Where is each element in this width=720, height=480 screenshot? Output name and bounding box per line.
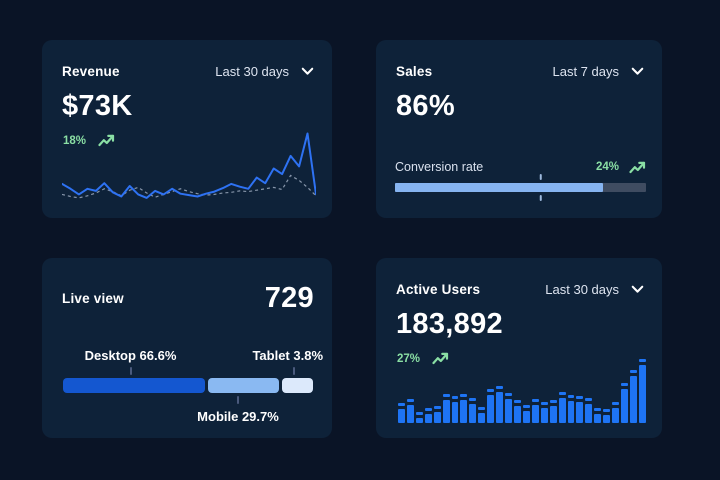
bar-14 (522, 405, 530, 423)
segment-tick-mobile (237, 396, 239, 404)
bar-27 (638, 359, 646, 423)
active-users-value: 183,892 (396, 308, 503, 340)
segment-tick-desktop (129, 367, 132, 375)
segment-label-desktop: Desktop 66.6% (84, 348, 177, 363)
live-view-title: Live view (62, 291, 124, 306)
revenue-card: Revenue Last 30 days $73K 18% (42, 40, 332, 218)
bar-23 (603, 409, 611, 423)
sales-delta-value: 24% (595, 161, 619, 173)
revenue-delta-value: 18% (63, 134, 87, 147)
bar-4 (433, 406, 441, 423)
sales-title: Sales (396, 64, 433, 79)
bar-24 (612, 402, 620, 423)
segment-desktop (63, 378, 205, 393)
segment-label-tablet: Tablet 3.8% (252, 348, 323, 363)
bar-19 (567, 395, 575, 423)
live-view-value: 729 (264, 282, 314, 314)
progress-marker-bottom (539, 195, 542, 201)
sales-card: Sales Last 7 days 86% Conversion rate 24… (376, 40, 662, 218)
sales-delta: 24% (596, 161, 646, 174)
chevron-down-icon (301, 67, 314, 75)
chevron-down-icon (631, 285, 644, 293)
bar-13 (513, 400, 521, 423)
revenue-title: Revenue (62, 64, 120, 79)
bar-2 (415, 412, 423, 423)
bar-21 (585, 398, 593, 423)
segment-mobile (207, 378, 279, 393)
bar-5 (442, 394, 450, 423)
sales-card-header: Sales Last 7 days (396, 64, 644, 79)
active-users-bar-chart (398, 353, 646, 423)
progress-marker-top (539, 174, 542, 180)
active-users-delta-value: 27% (397, 352, 421, 365)
sales-range-dropdown[interactable]: Last 7 days (553, 64, 645, 79)
active-users-delta: 27% (397, 352, 449, 365)
live-view-card-header: Live view 729 (62, 282, 314, 315)
trend-up-icon (432, 352, 449, 365)
bar-17 (549, 400, 557, 423)
segment-tick-tablet (293, 367, 296, 375)
bar-20 (576, 396, 584, 423)
active-users-card: Active Users Last 30 days 183,892 27% (376, 258, 662, 438)
bar-10 (487, 389, 495, 423)
chevron-down-icon (631, 67, 644, 75)
bar-22 (594, 408, 602, 423)
revenue-line-chart (62, 132, 316, 199)
segment-label-mobile: Mobile 29.7% (197, 409, 279, 424)
bar-18 (558, 392, 566, 423)
revenue-card-header: Revenue Last 30 days (62, 64, 314, 79)
bar-11 (496, 386, 504, 423)
bar-3 (424, 408, 432, 423)
bar-1 (406, 399, 414, 423)
conversion-row: Conversion rate 24% (395, 160, 646, 174)
bar-26 (629, 370, 637, 423)
sales-value: 86% (396, 90, 455, 122)
conversion-label: Conversion rate (395, 160, 484, 174)
bar-8 (469, 398, 477, 423)
revenue-range-label: Last 30 days (215, 64, 289, 79)
conversion-progress-bar (395, 174, 646, 201)
sales-range-label: Last 7 days (552, 64, 620, 79)
active-users-range-dropdown[interactable]: Last 30 days (545, 282, 644, 297)
bar-9 (478, 407, 486, 423)
segment-track (63, 378, 313, 393)
active-users-card-header: Active Users Last 30 days (396, 282, 644, 297)
bar-25 (621, 383, 628, 423)
revenue-value: $73K (62, 90, 133, 122)
trend-up-icon (629, 161, 646, 173)
active-users-range-label: Last 30 days (545, 282, 619, 297)
trend-up-icon (98, 134, 115, 147)
revenue-range-dropdown[interactable]: Last 30 days (215, 64, 314, 79)
bar-7 (460, 394, 468, 423)
active-users-title: Active Users (396, 282, 481, 297)
bar-15 (531, 399, 539, 423)
bar-12 (505, 393, 512, 423)
device-breakdown-bar: Desktop 66.6% Mobile 29.7% Tablet 3.8% (63, 348, 323, 424)
bar-6 (451, 396, 459, 423)
bar-0 (398, 403, 405, 423)
live-view-card: Live view 729 Desktop 66.6% Mobile 29.7% T… (42, 258, 332, 438)
progress-fill (395, 183, 604, 192)
revenue-delta: 18% (63, 134, 115, 147)
segment-tablet (281, 378, 313, 393)
bar-16 (540, 402, 548, 423)
